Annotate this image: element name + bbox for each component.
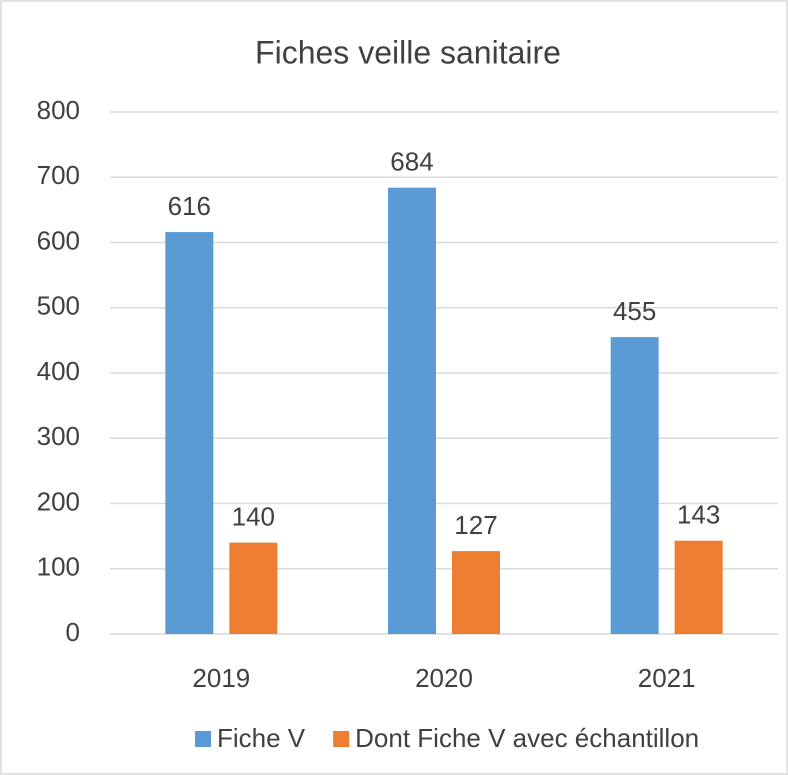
y-tick-label: 700 bbox=[37, 160, 80, 190]
bar bbox=[610, 337, 659, 634]
data-label: 140 bbox=[232, 502, 275, 532]
legend-swatch bbox=[195, 731, 211, 747]
bar bbox=[229, 542, 278, 634]
x-tick-label: 2021 bbox=[638, 663, 696, 693]
data-label: 127 bbox=[454, 510, 497, 540]
data-label: 616 bbox=[168, 191, 211, 221]
x-tick-label: 2019 bbox=[192, 663, 250, 693]
y-tick-label: 600 bbox=[37, 225, 80, 255]
legend-label: Dont Fiche V avec échantillon bbox=[355, 723, 699, 753]
legend-swatch bbox=[333, 731, 350, 747]
chart-title: Fiches veille sanitaire bbox=[255, 34, 561, 70]
data-label: 455 bbox=[613, 296, 656, 326]
y-tick-label: 300 bbox=[37, 421, 80, 451]
y-tick-label: 0 bbox=[66, 617, 80, 647]
bar bbox=[452, 551, 500, 634]
bar bbox=[165, 232, 214, 634]
data-label: 684 bbox=[390, 147, 433, 177]
bar bbox=[674, 540, 723, 634]
y-tick-label: 200 bbox=[37, 486, 80, 516]
x-tick-label: 2020 bbox=[415, 663, 473, 693]
data-label: 143 bbox=[677, 500, 720, 530]
y-tick-label: 500 bbox=[37, 291, 80, 321]
y-tick-label: 100 bbox=[37, 552, 80, 582]
y-tick-label: 400 bbox=[37, 356, 80, 386]
y-tick-label: 800 bbox=[37, 95, 80, 125]
legend-label: Fiche V bbox=[217, 723, 306, 753]
bar bbox=[388, 187, 436, 634]
